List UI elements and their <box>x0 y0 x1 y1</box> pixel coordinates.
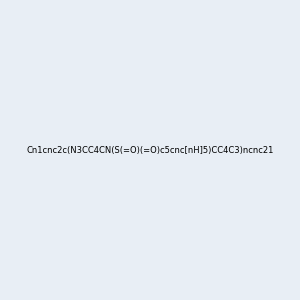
Text: Cn1cnc2c(N3CC4CN(S(=O)(=O)c5cnc[nH]5)CC4C3)ncnc21: Cn1cnc2c(N3CC4CN(S(=O)(=O)c5cnc[nH]5)CC4… <box>26 146 274 154</box>
